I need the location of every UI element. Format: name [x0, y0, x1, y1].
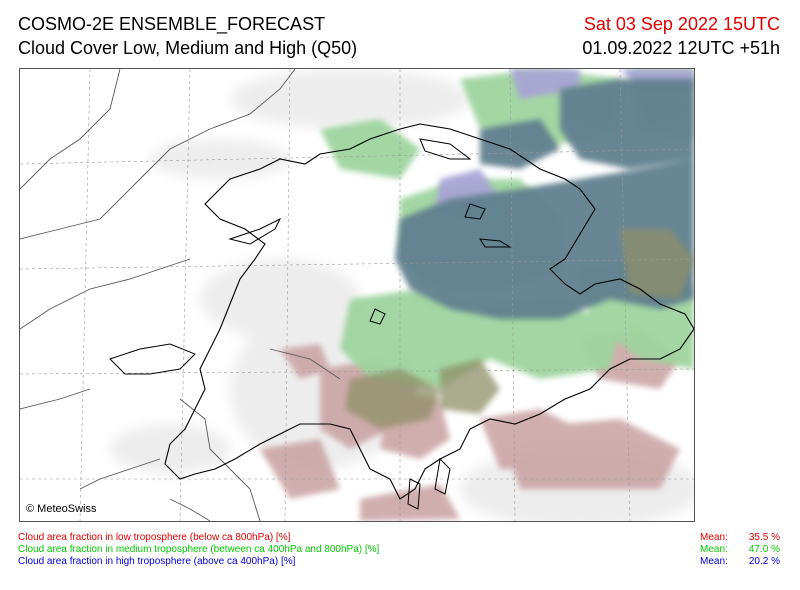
legend-high: Cloud area fraction in high troposphere …	[18, 556, 296, 567]
mean-medium-value: 47.0 %	[748, 544, 780, 555]
mean-medium-label: Mean:	[700, 544, 728, 555]
legend-low: Cloud area fraction in low troposphere (…	[18, 532, 291, 543]
time-block: Sat 03 Sep 2022 15UTC 01.09.2022 12UTC +…	[582, 13, 780, 59]
valid-time: Sat 03 Sep 2022 15UTC	[583, 14, 780, 34]
copyright-label: © MeteoSwiss	[26, 503, 97, 515]
model-title: COSMO-2E ENSEMBLE_FORECAST	[18, 14, 326, 34]
grid-lines	[20, 69, 694, 521]
mixed-cloud-layer	[345, 229, 694, 429]
means: Mean: 35.5 % Mean: 47.0 % Mean: 20.2 %	[700, 532, 780, 568]
legend-medium: Cloud area fraction in medium tropospher…	[18, 544, 380, 555]
mean-low: Mean: 35.5 %	[700, 532, 780, 544]
mean-high: Mean: 20.2 %	[700, 556, 780, 568]
cloud-cover-map: © MeteoSwiss	[19, 68, 695, 522]
rivers	[169, 348, 341, 521]
mean-high-label: Mean:	[700, 556, 728, 567]
title-block: COSMO-2E ENSEMBLE_FORECAST Cloud Cover L…	[18, 13, 357, 59]
lakes	[109, 138, 512, 510]
run-time: 01.09.2022 12UTC +51h	[582, 38, 780, 58]
map-canvas	[20, 69, 694, 521]
product-title: Cloud Cover Low, Medium and High (Q50)	[18, 38, 358, 58]
mean-high-value: 20.2 %	[748, 556, 780, 567]
legend: Cloud area fraction in low troposphere (…	[18, 532, 379, 568]
mean-low-value: 35.5 %	[748, 532, 780, 543]
mean-medium: Mean: 47.0 %	[700, 544, 780, 556]
region-borders	[20, 69, 296, 521]
mean-low-label: Mean:	[700, 532, 728, 543]
swiss-border	[164, 123, 694, 500]
